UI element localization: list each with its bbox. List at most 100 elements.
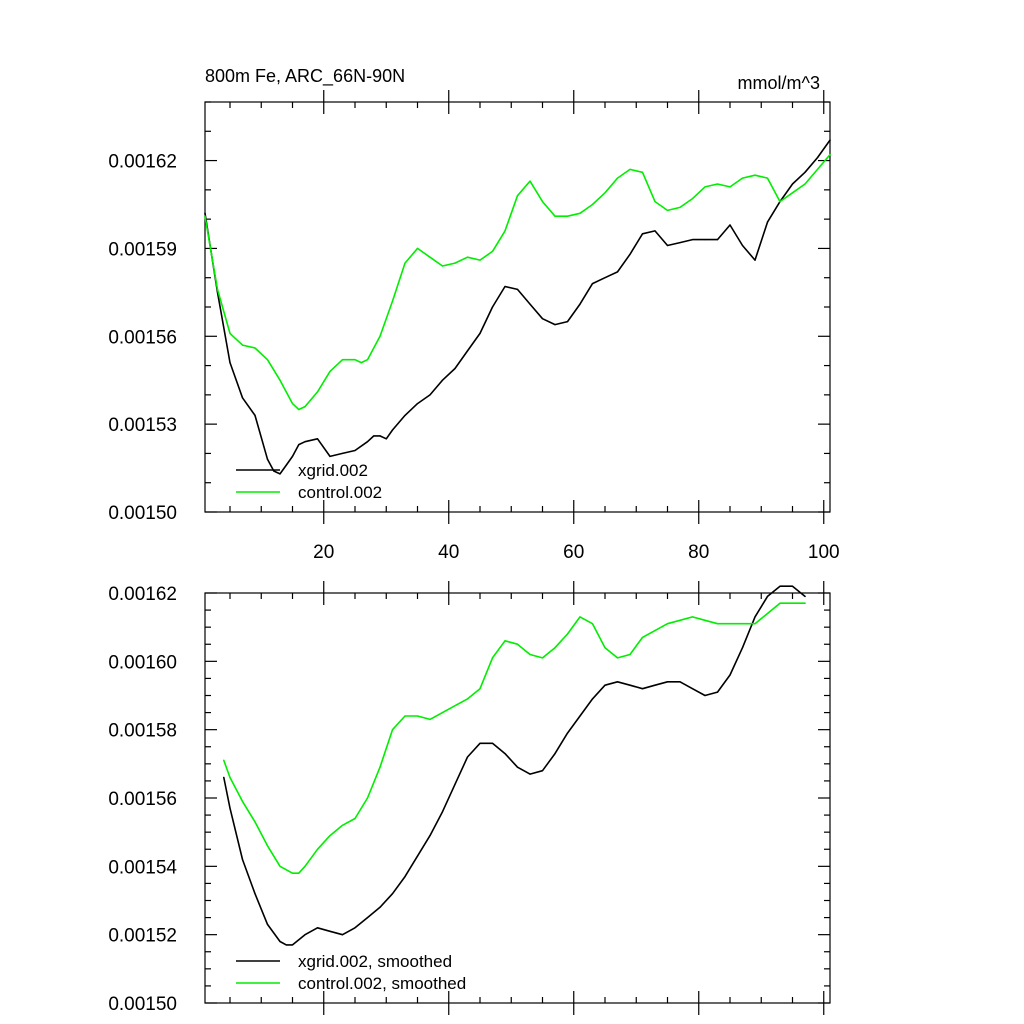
data-point xyxy=(716,183,719,185)
data-point xyxy=(741,177,744,179)
data-point xyxy=(529,773,531,775)
data-point xyxy=(729,623,731,625)
data-point xyxy=(554,215,556,217)
data-point xyxy=(579,303,581,305)
data-point xyxy=(541,318,544,320)
data-point xyxy=(704,619,706,621)
data-point xyxy=(316,927,319,929)
data-point xyxy=(716,239,719,241)
data-point xyxy=(791,585,794,587)
data-point xyxy=(554,647,556,649)
data-point xyxy=(266,923,269,926)
data-point xyxy=(541,657,544,659)
data-point xyxy=(679,619,681,621)
data-point xyxy=(691,198,694,200)
data-point xyxy=(454,705,456,707)
data-point xyxy=(516,643,519,645)
data-point xyxy=(729,186,731,188)
data-point xyxy=(404,414,406,416)
data-point xyxy=(354,817,356,820)
data-point xyxy=(404,715,406,717)
data-point xyxy=(666,209,669,211)
data-point xyxy=(491,742,494,744)
data-point xyxy=(354,449,356,452)
y-tick-label: 0.00160 xyxy=(108,652,177,673)
data-point xyxy=(441,712,444,714)
data-point xyxy=(754,259,756,261)
data-point xyxy=(579,715,581,717)
data-point xyxy=(329,370,331,372)
data-point xyxy=(341,934,344,936)
data-point xyxy=(241,858,244,861)
data-point xyxy=(741,244,744,247)
data-point xyxy=(504,640,506,642)
data-point xyxy=(516,195,519,197)
data-point xyxy=(529,180,531,182)
data-point xyxy=(404,876,406,878)
data-point xyxy=(566,633,569,635)
data-point xyxy=(341,452,344,454)
data-point xyxy=(279,379,281,381)
data-point xyxy=(754,623,756,625)
x-tick-label: 80 xyxy=(688,542,709,563)
y-tick-label: 0.00162 xyxy=(108,584,177,605)
data-point xyxy=(416,855,419,857)
data-point xyxy=(329,455,331,457)
data-point xyxy=(566,215,569,217)
data-point xyxy=(298,872,300,874)
data-point xyxy=(566,321,569,323)
data-point xyxy=(304,865,306,867)
y-tick-label: 0.00158 xyxy=(108,721,177,742)
data-point xyxy=(229,807,231,809)
data-point xyxy=(204,215,206,217)
data-point xyxy=(241,397,244,399)
data-point xyxy=(591,623,594,625)
data-point xyxy=(604,684,606,686)
data-point xyxy=(529,303,531,305)
data-point xyxy=(504,753,506,755)
data-point xyxy=(354,359,356,361)
data-point xyxy=(341,359,344,361)
series-line-1 xyxy=(223,602,806,875)
data-point xyxy=(391,300,394,302)
data-point xyxy=(379,335,381,337)
data-point xyxy=(266,845,269,847)
plot-frame xyxy=(204,101,831,513)
data-point xyxy=(766,221,769,223)
data-point xyxy=(298,408,300,411)
data-point xyxy=(285,944,287,946)
data-point xyxy=(291,403,294,405)
data-point xyxy=(429,394,431,396)
data-point xyxy=(491,657,494,659)
series-line-1 xyxy=(204,153,831,411)
data-point xyxy=(341,824,344,826)
data-point xyxy=(416,403,419,405)
data-point xyxy=(366,917,369,919)
data-point xyxy=(566,732,569,734)
data-point xyxy=(285,464,287,466)
data-point xyxy=(416,715,419,717)
data-point xyxy=(223,776,225,779)
data-point xyxy=(779,602,781,604)
data-point xyxy=(704,239,706,241)
data-point xyxy=(804,602,806,604)
data-point xyxy=(604,277,606,279)
data-point xyxy=(229,362,231,364)
data-point xyxy=(641,233,644,235)
data-point xyxy=(466,698,469,700)
data-point xyxy=(329,930,331,932)
data-point xyxy=(379,906,381,908)
data-point xyxy=(654,230,656,232)
data-point xyxy=(654,201,656,203)
data-point xyxy=(741,623,744,625)
data-point xyxy=(298,444,300,446)
data-point xyxy=(666,681,669,683)
data-point xyxy=(466,256,469,258)
data-point xyxy=(791,192,794,194)
data-point xyxy=(304,406,306,408)
data-point xyxy=(491,250,494,252)
data-point xyxy=(379,435,381,437)
data-point xyxy=(479,259,481,261)
data-point xyxy=(741,647,744,649)
data-point xyxy=(479,688,481,690)
